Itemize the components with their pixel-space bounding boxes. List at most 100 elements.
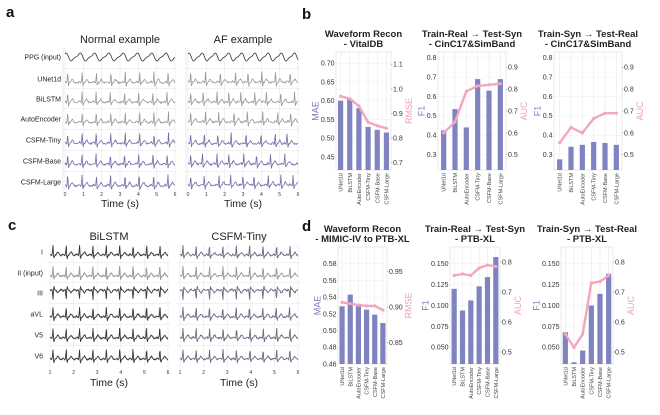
x-tick-label: 2 — [202, 370, 205, 376]
column-title: CSFM-Tiny — [211, 231, 267, 243]
y-tick-label: 0.4 — [543, 133, 553, 140]
x-tick-label: CSFM-Base — [598, 367, 604, 397]
panel-label-d: d — [302, 218, 311, 235]
x-tick-label: AutoEncoder — [464, 173, 470, 205]
bar-csfm-large — [383, 132, 390, 170]
plot-frame — [335, 51, 392, 171]
panel-label-b: b — [302, 6, 311, 23]
x-tick-label: 6 — [297, 370, 300, 376]
x-tick-label: 1 — [82, 192, 85, 198]
waveform-trace — [187, 52, 299, 62]
y-tick-label: 0.48 — [323, 345, 337, 352]
column-title: Normal example — [80, 34, 160, 46]
y-tick-label: 0.56 — [323, 278, 337, 285]
line-point — [572, 345, 576, 350]
y2-tick-label: 0.7 — [615, 289, 625, 296]
bar-csfm-large — [497, 79, 503, 170]
waveform-trace — [65, 111, 176, 127]
row-label: CSFM-Tiny — [26, 138, 62, 145]
y-tick-label: 0.54 — [323, 295, 337, 302]
y-tick-label: 0.8 — [543, 55, 553, 62]
x-tick-label: 4 — [249, 370, 252, 376]
y-tick-label: 0.3 — [543, 152, 553, 159]
line-point — [384, 126, 389, 130]
bar-unet1d — [451, 288, 457, 364]
row-label: AutoEncoder — [21, 117, 62, 124]
bar-autoencoder — [356, 108, 362, 170]
y2-axis-label: AUC — [635, 101, 645, 121]
x-tick-label: BiLSTM — [348, 367, 354, 387]
prediction-trace — [49, 265, 169, 281]
x-tick-label: 2 — [100, 192, 103, 198]
prediction-trace — [49, 244, 168, 260]
bar-csfm-base — [597, 293, 603, 364]
x-tick-label: CSFM-Tiny — [366, 173, 372, 201]
x-tick-label: CSFM-Large — [607, 367, 613, 398]
y2-tick-label: 0.8 — [508, 87, 518, 94]
prediction-trace — [180, 327, 299, 343]
chart-title: Train-Real → Test-Syn — [422, 29, 522, 40]
bar-csfm-tiny — [365, 126, 371, 170]
y2-tick-label: 0.9 — [624, 65, 634, 72]
y-tick-label: 0.46 — [323, 361, 337, 368]
row-label: II (input) — [17, 271, 43, 278]
line-point — [592, 117, 596, 121]
y-tick-label: 0.45 — [321, 154, 335, 161]
y-tick-label: 0.7 — [543, 75, 553, 82]
waveform-trace — [64, 153, 176, 169]
chart-title: Waveform Recon — [324, 224, 401, 235]
waveform-trace — [64, 91, 176, 107]
y-tick-label: 0.6 — [543, 94, 553, 101]
waveform-trace — [187, 91, 299, 107]
row-label: III — [37, 291, 43, 298]
y2-tick-label: 0.6 — [502, 319, 512, 326]
waveform-trace — [64, 132, 176, 148]
x-tick-label: 3 — [96, 370, 99, 376]
y-tick-label: 0.58 — [323, 261, 337, 268]
prediction-trace — [179, 348, 299, 364]
y-tick-label: 0.3 — [427, 152, 437, 159]
bar-unet1d — [557, 159, 563, 170]
line-point — [356, 303, 361, 307]
y-tick-label: 0.8 — [427, 55, 437, 62]
line-point — [598, 279, 602, 284]
line-point — [485, 263, 490, 267]
line-point — [589, 281, 593, 285]
x-tick-label: 3 — [242, 192, 245, 198]
x-tick-label: 4 — [119, 370, 122, 376]
line-point — [476, 84, 480, 88]
prediction-trace — [49, 306, 169, 322]
x-tick-label: 3 — [119, 192, 122, 198]
panel-label-a: a — [6, 4, 15, 21]
y-tick-label: 0.125 — [542, 282, 560, 289]
bar-csfm-base — [486, 90, 492, 170]
chart-title: - VitalDB — [344, 39, 384, 50]
prediction-trace — [49, 348, 168, 365]
row-label: BiLSTM — [36, 97, 61, 104]
waveform-trace — [64, 71, 176, 87]
bar-autoencoder — [355, 303, 362, 364]
waveform-trace — [64, 174, 176, 191]
chart-title: Train-Syn → Test-Real — [538, 29, 638, 40]
x-tick-label: CSFM-Large — [384, 173, 390, 204]
y-tick-label: 0.4 — [427, 133, 437, 140]
row-label: aVL — [31, 312, 44, 319]
row-label: CSFM-Base — [23, 159, 61, 166]
x-tick-label: 5 — [143, 370, 146, 376]
y2-tick-label: 0.8 — [615, 259, 625, 266]
y2-tick-label: 0.6 — [615, 319, 625, 326]
line-point — [494, 264, 498, 269]
x-tick-label: 1 — [205, 192, 208, 198]
bar-csfm-large — [493, 257, 499, 364]
x-tick-label: CSFM-Base — [373, 367, 379, 397]
bar-bilstm — [452, 109, 458, 170]
y-tick-label: 0.55 — [321, 117, 335, 124]
bar-csfm-large — [380, 323, 386, 364]
line-point — [338, 94, 343, 98]
line-point — [580, 131, 584, 135]
x-tick-label: CSFM-Tiny — [477, 367, 483, 395]
bar-csfm-large — [613, 144, 619, 170]
x-axis-label: Time (s) — [220, 377, 258, 389]
line-point — [340, 300, 344, 304]
